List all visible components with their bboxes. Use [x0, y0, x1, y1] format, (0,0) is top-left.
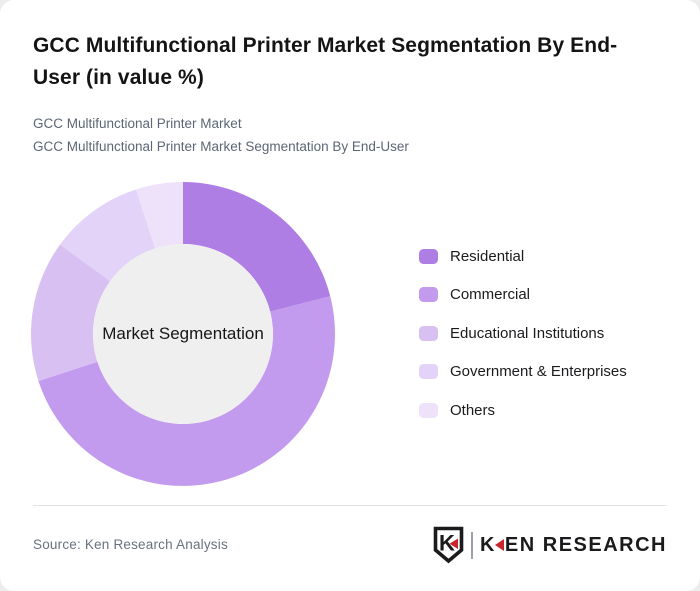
- donut-segment-residential: [183, 182, 331, 312]
- svg-text:K: K: [439, 531, 455, 556]
- legend-swatch-residential: [419, 248, 438, 264]
- source-note: Source: Ken Research Analysis: [33, 537, 228, 552]
- legend-label-others: Others: [450, 401, 496, 419]
- chart-subtitles: GCC Multifunctional Printer Market GCC M…: [33, 112, 409, 158]
- donut-segment-government-enterprises: [60, 189, 156, 282]
- legend-item-residential: Residential: [419, 247, 627, 265]
- donut-segment-others: [136, 182, 183, 249]
- legend-label-educational-institutions: Educational Institutions: [450, 324, 605, 342]
- legend-item-others: Others: [419, 401, 627, 419]
- donut-center-label: Market Segmentation: [102, 324, 264, 343]
- legend-label-residential: Residential: [450, 247, 525, 265]
- legend-swatch-commercial: [419, 287, 438, 302]
- legend-label-commercial: Commercial: [450, 286, 531, 303]
- legend-label-government-enterprises: Government & Enterprises: [450, 363, 627, 380]
- logo-separator: [470, 531, 473, 559]
- legend-swatch-educational-institutions: [419, 325, 438, 341]
- legend-item-government-enterprises: Government & Enterprises: [419, 363, 627, 381]
- donut-segment-educational-institutions: [31, 244, 111, 381]
- page-title: GCC Multifunctional Printer Market Segme…: [33, 34, 618, 89]
- donut-hole: [93, 244, 273, 424]
- legend-swatch-others: [419, 402, 438, 418]
- logo-wordmark-rest: EN RESEARCH: [504, 533, 667, 556]
- ken-research-logo: K K EN RESEARCH: [432, 526, 667, 564]
- logo-wordmark: K EN RESEARCH: [480, 534, 667, 557]
- logo-red-triangle-icon: [494, 539, 504, 551]
- footer-divider: [33, 505, 667, 506]
- legend-item-educational-institutions: Educational Institutions: [419, 324, 627, 342]
- ken-research-shield-icon: K: [433, 526, 464, 564]
- legend-swatch-government-enterprises: [419, 364, 438, 379]
- subtitle-line-2: GCC Multifunctional Printer Market Segme…: [33, 139, 409, 154]
- chart-legend: Residential Commercial Educational Insti…: [419, 247, 627, 440]
- donut-segment-commercial: [38, 296, 335, 486]
- donut-chart: [31, 182, 335, 486]
- logo-wordmark-k: K: [479, 533, 496, 556]
- subtitle-line-1: GCC Multifunctional Printer Market: [33, 116, 242, 131]
- legend-item-commercial: Commercial: [419, 286, 627, 304]
